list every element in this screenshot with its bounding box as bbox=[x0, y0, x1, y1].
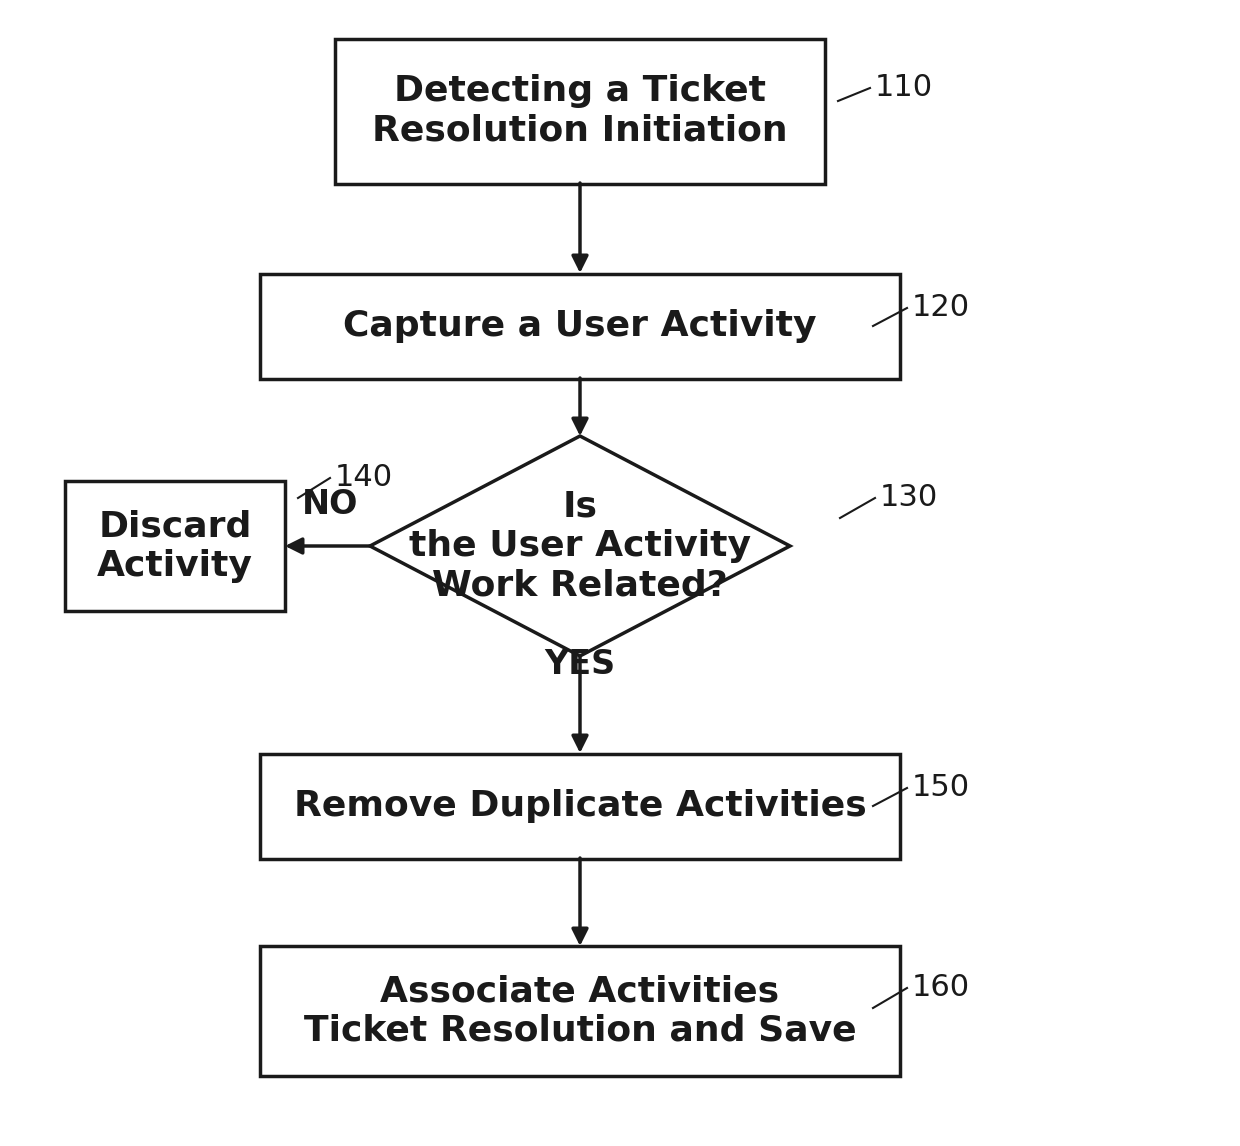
Text: Remove Duplicate Activities: Remove Duplicate Activities bbox=[294, 788, 867, 823]
Text: Is
the User Activity
Work Related?: Is the User Activity Work Related? bbox=[409, 489, 751, 603]
Text: 130: 130 bbox=[880, 484, 939, 512]
Bar bbox=[64, 481, 285, 611]
Bar bbox=[260, 754, 900, 858]
Text: Detecting a Ticket
Resolution Initiation: Detecting a Ticket Resolution Initiation bbox=[372, 74, 787, 148]
Text: 140: 140 bbox=[335, 463, 393, 493]
Text: Discard
Activity: Discard Activity bbox=[97, 509, 253, 582]
Text: Capture a User Activity: Capture a User Activity bbox=[343, 309, 817, 343]
Text: 150: 150 bbox=[911, 774, 970, 802]
Text: NO: NO bbox=[301, 488, 358, 521]
Bar bbox=[260, 945, 900, 1076]
Text: 120: 120 bbox=[911, 293, 970, 322]
Bar bbox=[335, 39, 825, 183]
Text: 160: 160 bbox=[911, 973, 970, 1003]
Text: Associate Activities
Ticket Resolution and Save: Associate Activities Ticket Resolution a… bbox=[304, 974, 857, 1047]
Bar bbox=[260, 274, 900, 378]
Text: 110: 110 bbox=[875, 73, 934, 102]
Text: YES: YES bbox=[544, 647, 615, 681]
Polygon shape bbox=[370, 435, 790, 656]
